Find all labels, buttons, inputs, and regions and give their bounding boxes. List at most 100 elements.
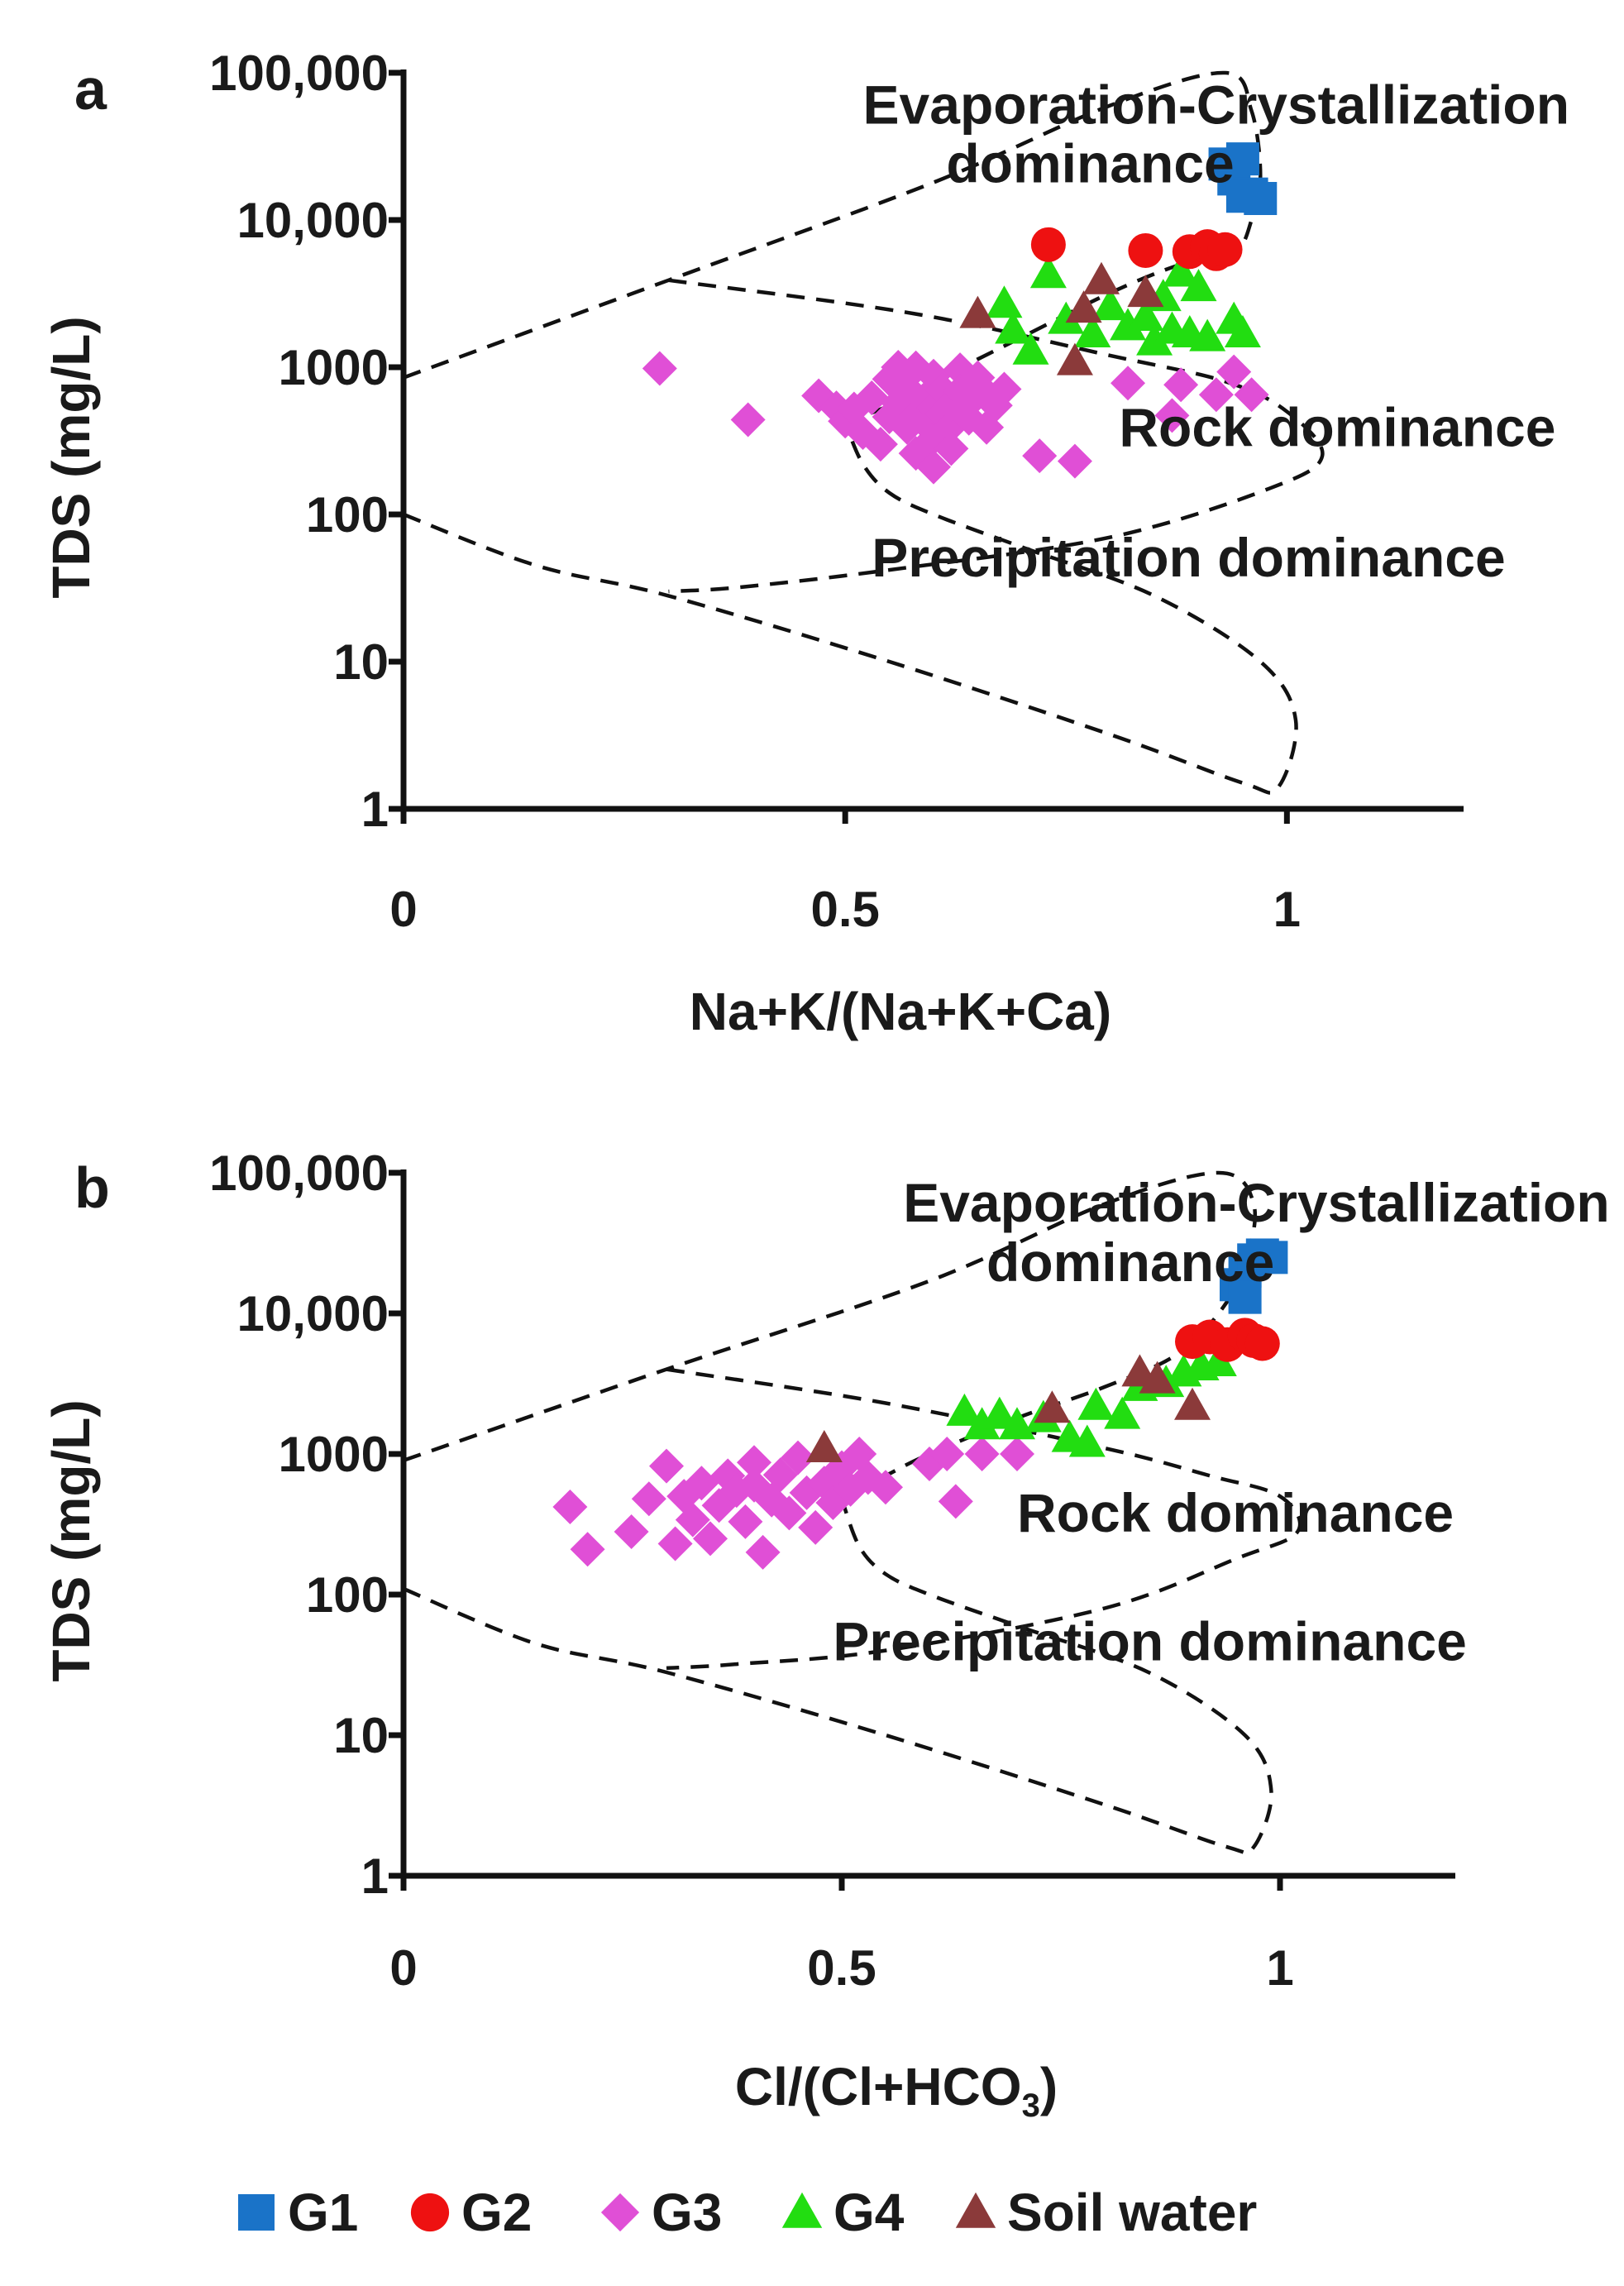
region-label-evaporationcrystallization-line2: dominance — [986, 1231, 1274, 1293]
y-tick-label: 1 — [361, 782, 389, 837]
panel-b-letter: b — [74, 1155, 110, 1220]
legend-label-soil: Soil water — [1007, 2183, 1257, 2242]
legend-marker-g2 — [410, 2193, 450, 2232]
data-point-g4 — [986, 285, 1023, 318]
data-point-g3 — [1057, 443, 1092, 479]
panel-a-letter: a — [74, 57, 107, 122]
data-point-g4 — [1163, 254, 1200, 287]
legend-marker-g4 — [781, 2192, 823, 2228]
data-point-g4 — [1077, 1387, 1115, 1420]
x-tick-label: 0.5 — [810, 882, 879, 937]
data-point-g2 — [1207, 232, 1243, 267]
data-point-g4 — [1091, 288, 1129, 321]
y-tick-label: 100 — [306, 1567, 389, 1623]
data-point-g3 — [934, 431, 969, 466]
data-point-g3 — [798, 1509, 833, 1545]
legend-label-g2: G2 — [461, 2183, 532, 2242]
data-point-g2 — [1128, 232, 1163, 268]
data-point-g3 — [969, 409, 1005, 445]
data-point-g4 — [1012, 332, 1049, 365]
legend-label-g3: G3 — [652, 2183, 722, 2242]
legend-item-g1: G1 — [238, 2183, 358, 2242]
data-point-g3 — [570, 1532, 605, 1567]
region-label-rock: Rock dominance — [1119, 397, 1555, 458]
legend-marker-g3 — [600, 2193, 640, 2232]
data-point-g3 — [649, 1448, 684, 1484]
y-axis-title: TDS (mg/L) — [41, 316, 101, 598]
legend-item-soil: Soil water — [955, 2183, 1257, 2242]
data-point-g4 — [995, 311, 1032, 344]
data-point-g4 — [1074, 314, 1111, 347]
data-point-g3 — [1198, 377, 1234, 413]
legend-marker-soil — [955, 2192, 996, 2228]
legend-label-g4: G4 — [833, 2183, 905, 2242]
data-point-g3 — [868, 1470, 903, 1505]
data-point-g3 — [552, 1490, 588, 1525]
data-point-g3 — [964, 1437, 1000, 1471]
data-point-g4 — [981, 1396, 1018, 1429]
x-tick-label: 0 — [389, 882, 417, 937]
boundary-curve-3 — [403, 1498, 1273, 1855]
y-tick-label: 10,000 — [236, 193, 389, 248]
data-point-g3 — [781, 1440, 815, 1475]
y-tick-label: 10,000 — [236, 1286, 389, 1341]
data-point-g1 — [1225, 179, 1259, 213]
legend-item-g3: G3 — [600, 2183, 722, 2242]
y-tick-label: 100 — [306, 487, 389, 543]
data-point-g3 — [889, 409, 924, 445]
y-tick-label: 1000 — [279, 1427, 389, 1482]
data-point-g3 — [684, 1466, 719, 1501]
y-axis-title: TDS (mg/L) — [41, 1399, 101, 1681]
data-point-g3 — [1154, 398, 1190, 433]
data-point-g4 — [1029, 256, 1067, 289]
legend-label-g1: G1 — [288, 2183, 358, 2242]
data-point-soil — [805, 1429, 843, 1462]
data-point-soil — [1034, 1390, 1071, 1423]
legend-marker-g1 — [238, 2194, 275, 2231]
data-point-g4 — [1200, 1343, 1237, 1376]
data-point-g3 — [1000, 1437, 1034, 1471]
y-tick-label: 100,000 — [209, 1145, 389, 1201]
data-point-g4 — [946, 1393, 983, 1426]
data-point-g4 — [1104, 1396, 1141, 1429]
x-tick-label: 1 — [1273, 882, 1301, 937]
data-point-g1 — [1228, 1280, 1262, 1314]
region-label-evaporationcrystallization: Evaporation-Crystallization — [863, 74, 1570, 136]
region-label-precipitation: Precipitation dominance — [872, 527, 1505, 588]
data-point-g3 — [1111, 366, 1146, 401]
y-tick-label: 10 — [333, 1708, 389, 1763]
region-label-rock: Rock dominance — [1017, 1482, 1454, 1543]
data-point-g3 — [730, 402, 766, 438]
x-tick-label: 0 — [389, 1940, 417, 1996]
data-point-soil — [1174, 1387, 1211, 1420]
boundary-curve-3 — [403, 422, 1298, 795]
x-tick-label: 0.5 — [807, 1940, 876, 1996]
data-point-g3 — [614, 1514, 649, 1549]
data-point-g3 — [745, 1534, 781, 1570]
data-point-g3 — [693, 1521, 728, 1557]
data-point-g3 — [938, 1484, 973, 1519]
data-point-g3 — [1234, 377, 1269, 413]
boundary-curve-2 — [666, 1367, 1302, 1671]
legend: G1 G2 G3 G4 Soil water — [238, 2183, 1257, 2242]
region-label-evaporationcrystallization: Evaporation-Crystallization — [903, 1172, 1610, 1233]
data-point-g2 — [1030, 227, 1066, 262]
x-axis-title: Cl/(Cl+HCO3) — [735, 2057, 1058, 2124]
data-point-g4 — [1068, 1424, 1106, 1457]
data-point-g3 — [854, 380, 890, 415]
y-tick-label: 10 — [333, 634, 389, 690]
panel-b-gibbs-plot: b 1 10 100 1000 10,000 100,000 0 0.5 1 Cl/(Cl+HC… — [41, 1145, 1610, 2124]
data-point-soil — [1056, 342, 1093, 375]
legend-item-g4: G4 — [781, 2183, 905, 2242]
x-tick-label: 1 — [1266, 1940, 1293, 1996]
data-point-g3 — [929, 1437, 965, 1471]
data-point-g3 — [771, 1495, 807, 1531]
data-point-g3 — [642, 351, 677, 386]
data-point-g1 — [1254, 1241, 1288, 1275]
y-tick-label: 100,000 — [209, 45, 389, 101]
legend-item-g2: G2 — [410, 2183, 532, 2242]
data-point-soil — [1082, 261, 1120, 294]
data-point-g2 — [1244, 1326, 1280, 1361]
data-point-g3 — [1022, 438, 1058, 474]
